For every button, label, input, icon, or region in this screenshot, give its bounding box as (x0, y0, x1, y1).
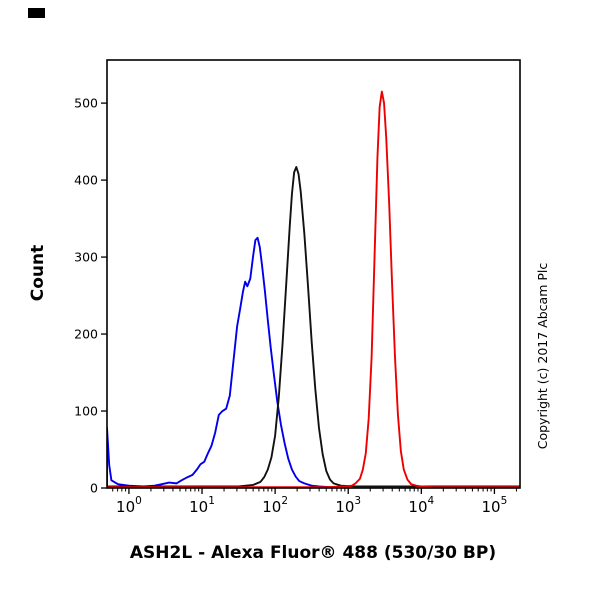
x-tick-label: 103 (335, 495, 361, 516)
blue-curve (107, 236, 350, 488)
x-tick-label: 101 (189, 495, 215, 516)
x-tick-label: 105 (482, 495, 508, 516)
y-tick-label: 300 (74, 250, 98, 265)
y-tick-label: 200 (74, 327, 98, 342)
screenshot-artifact (28, 8, 45, 18)
chart-title: ASH2L - Alexa Fluor® 488 (530/30 BP) (129, 543, 497, 563)
y-axis-title: Count (28, 244, 48, 302)
red-curve (107, 90, 520, 488)
x-tick-label: 104 (408, 495, 434, 516)
x-tick-label: 102 (262, 495, 288, 516)
y-tick-label: 400 (74, 173, 98, 188)
plot-frame (106, 59, 521, 489)
x-tick-label: 100 (116, 495, 142, 516)
y-tick-label: 100 (74, 404, 98, 419)
copyright-text: Copyright (c) 2017 Abcam Plc (535, 262, 550, 450)
y-tick-label: 0 (90, 481, 98, 496)
y-tick-label: 500 (74, 96, 98, 111)
black-curve (107, 166, 520, 488)
